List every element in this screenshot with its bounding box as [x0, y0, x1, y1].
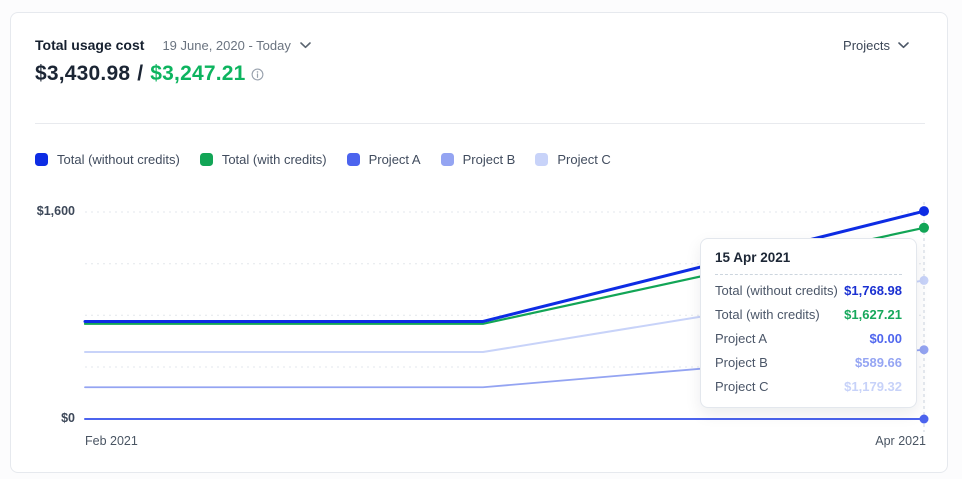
amount-with-credits: $3,247.21: [150, 62, 246, 85]
tooltip-rows: Total (without credits) $1,768.98 Total (w…: [715, 278, 902, 398]
y-axis-tick-top: $1,600: [36, 204, 75, 218]
series-end-dot-1: [919, 222, 929, 233]
legend-label: Total (without credits): [57, 152, 180, 167]
series-end-dot-2: [919, 414, 929, 424]
x-axis-tick-right: Apr 2021: [875, 434, 926, 448]
tooltip-row-value: $1,179.32: [844, 378, 902, 394]
tooltip-row-label: Project B: [715, 354, 768, 370]
card-header: Total usage cost 19 June, 2020 - Today P…: [35, 37, 925, 53]
tooltip-row: Total (without credits) $1,768.98: [715, 278, 902, 302]
tooltip-row-label: Project A: [715, 330, 768, 346]
amount-without-credits: $3,430.98: [35, 62, 131, 85]
header-divider: [35, 123, 925, 124]
chart-tooltip: 15 Apr 2021 Total (without credits) $1,76…: [700, 238, 917, 408]
legend-item-2[interactable]: Project A: [346, 152, 421, 167]
legend-label: Total (with credits): [221, 152, 327, 167]
legend-swatch: [199, 153, 213, 166]
tooltip-row: Project A $0.00: [715, 326, 902, 350]
series-end-dot-3: [919, 345, 929, 355]
tooltip-row: Project C $1,179.32: [715, 374, 902, 398]
date-range-label: 19 June, 2020 - Today: [162, 37, 291, 53]
chevron-down-icon: [898, 41, 909, 49]
series-end-dot-0: [919, 206, 929, 217]
total-cost-summary: $3,430.98 / $3,247.21: [35, 62, 264, 87]
x-axis-tick-left: Feb 2021: [85, 434, 138, 448]
tooltip-row-value: $589.66: [855, 354, 902, 370]
tooltip-date: 15 Apr 2021: [715, 250, 902, 275]
legend-item-3[interactable]: Project B: [440, 152, 516, 167]
tooltip-row-label: Total (without credits): [715, 282, 838, 298]
legend-item-1[interactable]: Total (with credits): [199, 152, 327, 167]
tooltip-row-label: Total (with credits): [715, 306, 820, 322]
legend-swatch: [440, 153, 454, 166]
card-title: Total usage cost: [35, 37, 145, 53]
legend-item-4[interactable]: Project C: [535, 152, 611, 167]
chart-legend: Total (without credits) Total (with credi…: [35, 152, 611, 167]
projects-dropdown[interactable]: Projects: [843, 38, 909, 53]
info-icon[interactable]: [251, 63, 264, 87]
legend-label: Project A: [368, 152, 421, 167]
legend-swatch: [346, 153, 360, 166]
tooltip-row-value: $1,768.98: [844, 282, 902, 298]
projects-label: Projects: [843, 37, 890, 53]
series-end-dot-4: [919, 275, 929, 285]
amount-separator: /: [137, 62, 144, 85]
tooltip-row-value: $0.00: [869, 330, 902, 346]
legend-label: Project C: [557, 152, 611, 167]
tooltip-row: Total (with credits) $1,627.21: [715, 302, 902, 326]
tooltip-row-value: $1,627.21: [844, 306, 902, 322]
tooltip-row: Project B $589.66: [715, 350, 902, 374]
legend-swatch: [535, 153, 549, 166]
date-range-dropdown[interactable]: 19 June, 2020 - Today: [162, 37, 311, 53]
tooltip-row-label: Project C: [715, 378, 769, 394]
y-axis-tick-bottom: $0: [61, 411, 75, 425]
chevron-down-icon: [300, 41, 311, 49]
legend-item-0[interactable]: Total (without credits): [35, 152, 180, 167]
legend-label: Project B: [462, 152, 516, 167]
legend-swatch: [35, 153, 48, 166]
